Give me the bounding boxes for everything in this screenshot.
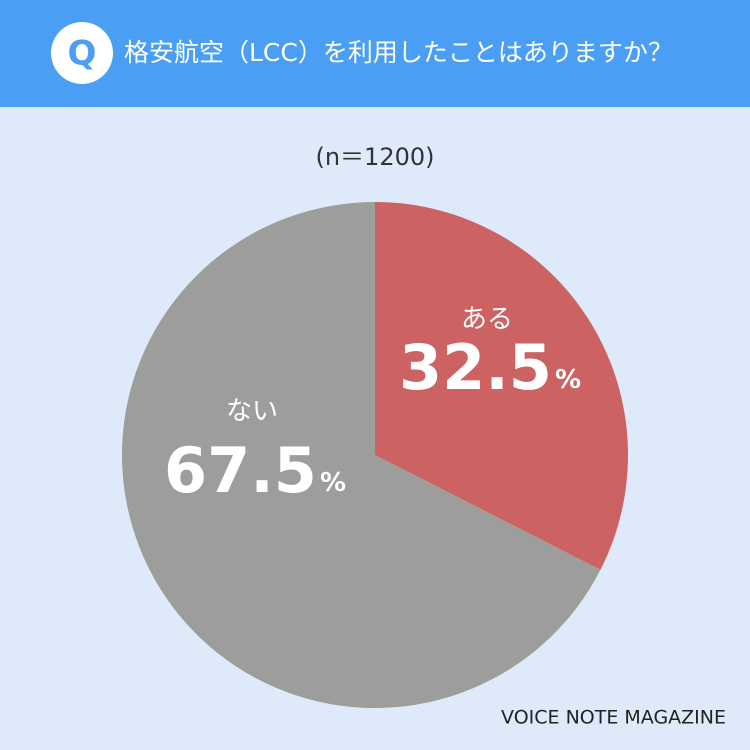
- slice-label: ない: [226, 397, 278, 427]
- badge-circle: [51, 22, 113, 84]
- value-label: 32.5%: [399, 331, 581, 404]
- subtitle: (n＝1200): [315, 143, 434, 171]
- header-bar: [0, 0, 750, 107]
- chart-title: 格安航空（LCC）を利用したことはありますか？: [124, 38, 673, 67]
- pie-slice: [122, 202, 601, 708]
- pie-slice: [375, 202, 628, 570]
- slice-label: ある: [461, 305, 513, 335]
- source: VOICE NOTE MAGAZINE: [501, 707, 726, 729]
- badge: Q: [68, 34, 97, 74]
- value-label: 67.5%: [164, 434, 346, 507]
